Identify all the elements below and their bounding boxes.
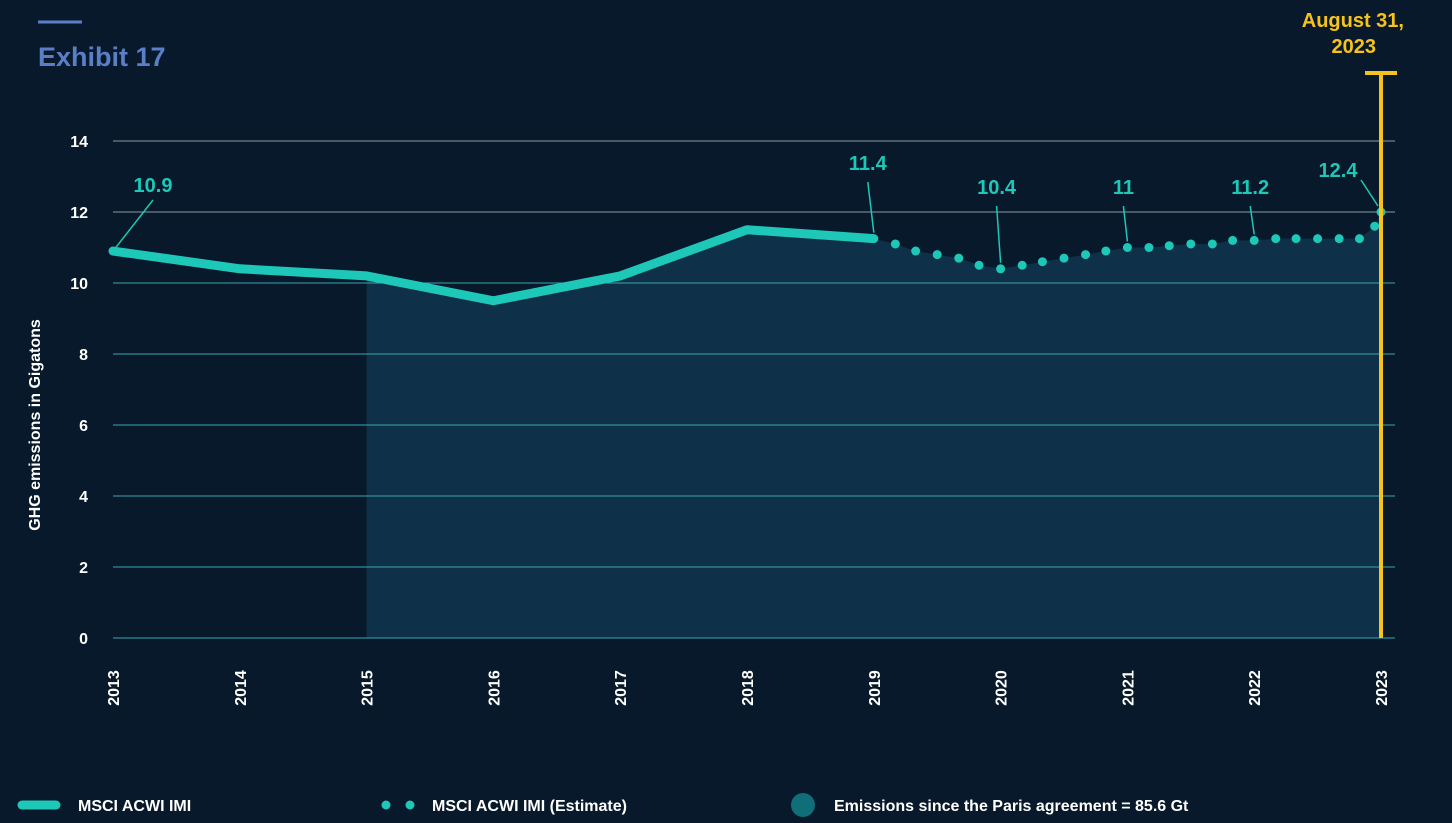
y-tick-label: 8 [79, 347, 88, 364]
annotation-label: 11 [1113, 177, 1134, 199]
estimate-dot [1037, 257, 1047, 267]
estimate-dot [1354, 234, 1364, 244]
estimate-dot [1249, 235, 1259, 245]
estimate-dot [1228, 235, 1238, 245]
x-tick-label: 2013 [106, 670, 123, 706]
annotation-label: 10.4 [977, 177, 1017, 199]
legend-label: MSCI ACWI IMI [78, 798, 191, 815]
estimate-dot [890, 239, 900, 249]
estimate-dot [1313, 234, 1323, 244]
y-tick-label: 4 [79, 489, 88, 506]
x-tick-label: 2018 [740, 670, 757, 706]
x-tick-label: 2017 [613, 670, 630, 706]
y-tick-label: 0 [79, 631, 88, 648]
x-tick-label: 2021 [1120, 670, 1137, 706]
estimate-dot [974, 260, 984, 270]
marker-label: August 31, [1302, 10, 1404, 32]
y-tick-label: 14 [70, 134, 88, 151]
chart-title: Exhibit 17 [38, 42, 166, 72]
y-tick-label: 6 [79, 418, 88, 435]
annotation-leader [867, 181, 875, 233]
x-tick-label: 2022 [1247, 670, 1264, 706]
annotation-leader [995, 205, 1002, 263]
estimate-dot [1186, 239, 1196, 249]
x-tick-label: 2020 [994, 670, 1011, 706]
line [108, 225, 879, 306]
y-axis-label: GHG emissions in Gigatons [27, 319, 44, 531]
estimate-dot [1334, 234, 1344, 244]
estimate-dot [911, 246, 921, 256]
y-tick-label: 2 [79, 560, 88, 577]
annotation-label: 12.4 [1319, 160, 1359, 182]
estimate-dot [1017, 260, 1027, 270]
legend-swatch [791, 793, 815, 817]
estimate-dot [1164, 241, 1174, 251]
annotation-label: 10.9 [134, 175, 173, 197]
estimate-dot [932, 250, 942, 260]
estimate-dot [1207, 239, 1217, 249]
estimate-dot [1291, 234, 1301, 244]
estimate-dot [996, 264, 1006, 274]
estimate-dot [1122, 243, 1132, 252]
x-tick-label: 2016 [486, 670, 503, 706]
legend-swatch [381, 800, 391, 810]
estimate-dot [1144, 243, 1154, 252]
annotation-leader [112, 199, 154, 252]
estimate-dot [1059, 253, 1069, 263]
legend-swatch [405, 800, 415, 810]
estimate-dot [1271, 234, 1281, 244]
y-tick-label: 12 [70, 205, 88, 222]
marker-label: 2023 [1332, 36, 1377, 58]
annotation-leader [1360, 179, 1379, 207]
annotation-label: 11.2 [1231, 177, 1269, 199]
estimate-dot [1081, 250, 1091, 260]
annotation-leader [1122, 205, 1129, 242]
y-tick-label: 10 [70, 276, 88, 293]
estimate-dot [1101, 246, 1111, 256]
x-tick-label: 2015 [360, 670, 377, 706]
estimate-dot [954, 253, 964, 263]
annotation-leader [1249, 205, 1255, 235]
x-tick-label: 2023 [1374, 670, 1391, 706]
estimate-dot [1370, 221, 1380, 231]
legend-label: MSCI ACWI IMI (Estimate) [432, 798, 627, 815]
annotation-label: 11.4 [849, 153, 888, 175]
x-tick-label: 2019 [867, 670, 884, 706]
legend-label: Emissions since the Paris agreement = 85… [834, 798, 1189, 815]
x-tick-label: 2014 [233, 670, 250, 706]
